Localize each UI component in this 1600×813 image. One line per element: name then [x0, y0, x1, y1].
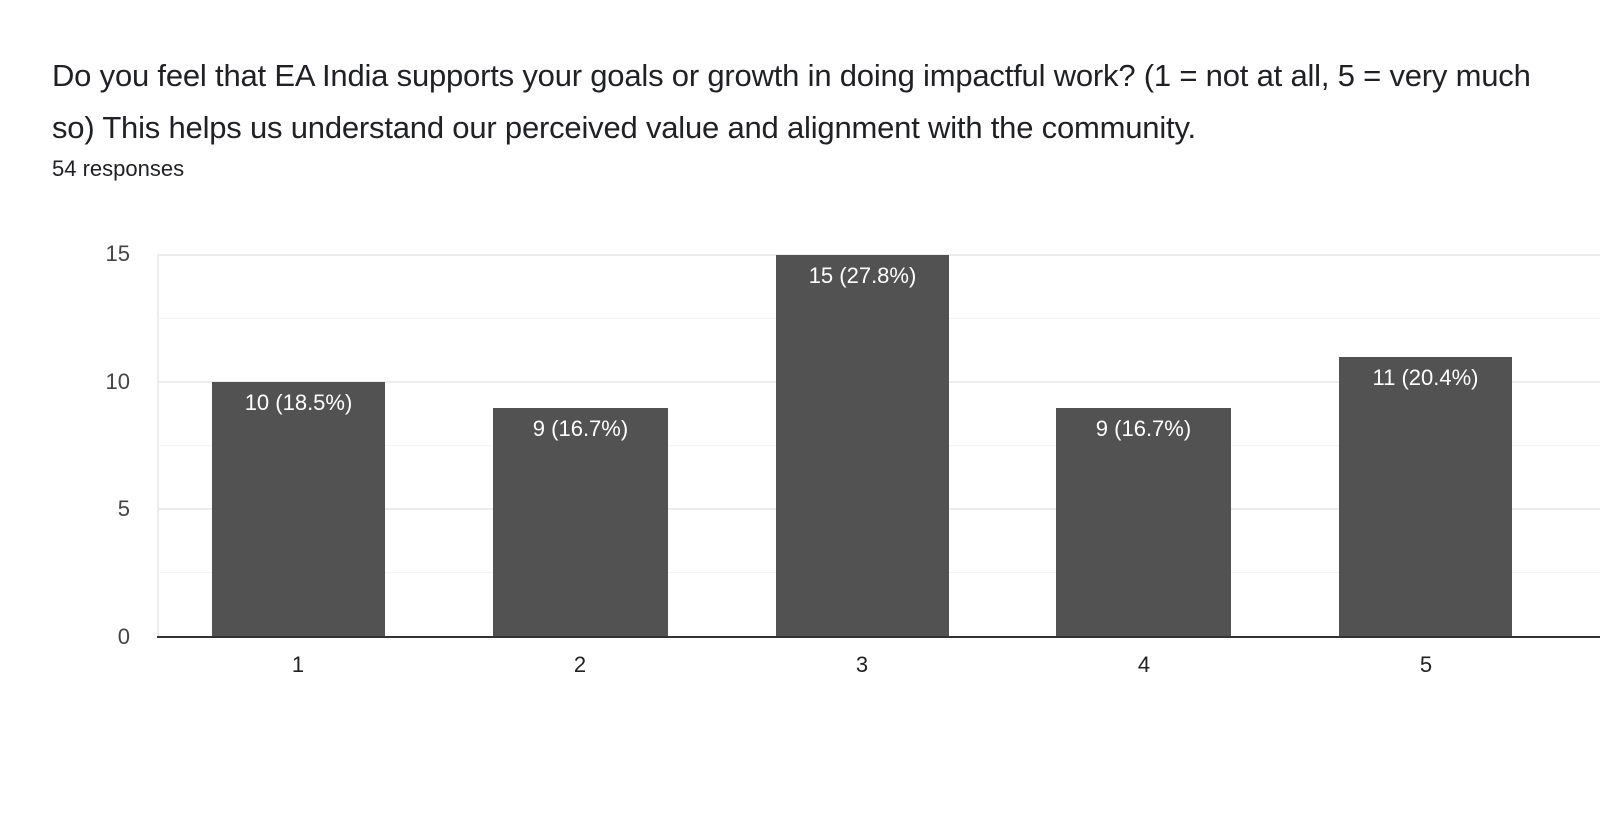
- bar-label: 9 (16.7%): [1095, 415, 1192, 441]
- bar-label: 15 (27.8%): [808, 263, 917, 288]
- bar-label: 11 (20.4%): [1372, 364, 1479, 390]
- x-tick-1: 1: [291, 652, 305, 677]
- bar-4[interactable]: 9 (16.7%): [1056, 407, 1231, 637]
- bar-1[interactable]: 10 (18.5%): [212, 382, 385, 637]
- y-tick-10: 10: [105, 369, 130, 394]
- bar-label: 9 (16.7%): [532, 415, 629, 441]
- x-tick-2: 2: [573, 652, 587, 677]
- question-title: Do you feel that EA India supports your …: [52, 58, 1531, 145]
- x-axis-baseline: [157, 636, 1600, 638]
- bar-label: 10 (18.5%): [244, 390, 353, 416]
- x-tick-5: 5: [1419, 652, 1433, 677]
- bar-3[interactable]: 15 (27.8%): [776, 255, 949, 637]
- x-tick-3: 3: [855, 652, 869, 677]
- x-tick-4: 4: [1137, 652, 1151, 677]
- plot-area: 10 (18.5%) 9 (16.7%) 15 (27.8%) 9 (16.7%…: [157, 254, 1600, 637]
- y-tick-0: 0: [117, 624, 130, 649]
- y-tick-5: 5: [117, 496, 130, 521]
- y-axis-line: [157, 255, 159, 637]
- bar-5[interactable]: 11 (20.4%): [1339, 356, 1512, 637]
- y-tick-15: 15: [105, 241, 130, 266]
- bar-2[interactable]: 9 (16.7%): [493, 407, 668, 637]
- response-count: 54 responses: [52, 156, 185, 181]
